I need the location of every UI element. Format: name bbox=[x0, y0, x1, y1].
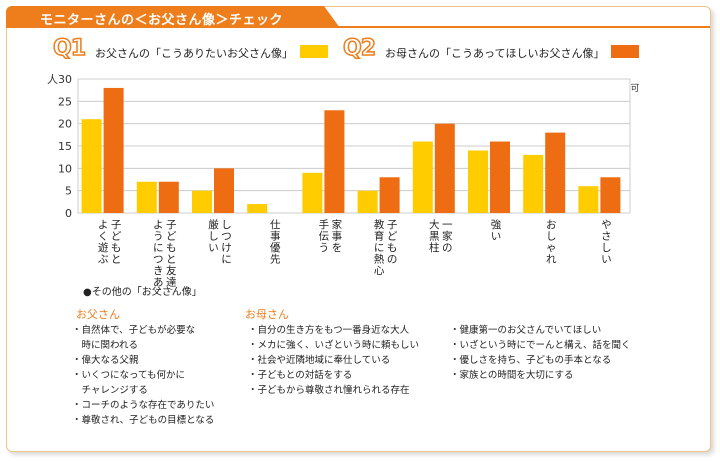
list-item: ・いくつになっても何かに チャレンジする bbox=[72, 370, 186, 396]
x-tick-label: 手伝う bbox=[319, 218, 330, 254]
list-item: ・コーチのような存在でありたい bbox=[72, 400, 215, 411]
father-heading: お父さん bbox=[76, 308, 120, 321]
y-tick-label: 10 bbox=[58, 162, 72, 175]
list-item: ・尊敬され、子どもの目標となる bbox=[72, 415, 215, 426]
mother-list-left: ・自分の生き方をもつ一番身近な大人 ・メカに強く、いざという時に頼もしい ・社会や近… bbox=[248, 323, 419, 398]
list-item: ・優しさを持ち、子どもの手本となる bbox=[450, 355, 612, 366]
father-list: ・自然体で、子どもが必要な 時に関われる・偉大なる父親・いくつになっても何かに … bbox=[72, 323, 214, 428]
list-item: ・子どもから尊敬され憧れられる存在 bbox=[248, 385, 410, 396]
bar-q1 bbox=[247, 204, 268, 213]
list-item: ・健康第一のお父さんでいてほしい bbox=[450, 325, 602, 336]
q1-swatch bbox=[300, 45, 328, 58]
bar-q2 bbox=[379, 177, 400, 213]
bar-q1 bbox=[81, 119, 102, 213]
bar-q1 bbox=[136, 181, 157, 213]
y-tick-label: 20 bbox=[58, 118, 72, 131]
page-title: モニターさんの＜お父さん像＞チェック bbox=[40, 13, 284, 28]
bar-q1 bbox=[302, 172, 323, 213]
list-item: ・メカに強く、いざという時に頼もしい bbox=[248, 340, 420, 351]
bar-q1 bbox=[192, 190, 212, 213]
bar-q2 bbox=[103, 87, 124, 213]
list-item: ・偉大なる父親 bbox=[72, 355, 139, 366]
y-tick-label: 15 bbox=[58, 140, 72, 153]
mother-heading: お母さん bbox=[245, 308, 289, 321]
bar-q2 bbox=[214, 168, 234, 213]
x-tick-label: おしゃれ bbox=[546, 219, 557, 266]
bar-q1 bbox=[468, 150, 488, 213]
list-item: ・自分の生き方をもつ一番身近な大人 bbox=[248, 325, 410, 336]
q1-text: お父さんの「こうありたいお父さん像」 bbox=[95, 47, 293, 60]
x-tick-label: やさしい bbox=[601, 219, 612, 266]
x-tick-label: ようにつきあう bbox=[153, 219, 164, 290]
bar-q1 bbox=[523, 154, 544, 213]
bar-q2 bbox=[490, 141, 510, 213]
q2-text: お母さんの「こうあってほしいお父さん像」 bbox=[385, 47, 605, 60]
list-item: ・いざという時にでーんと構え、話を聞く bbox=[450, 340, 631, 351]
x-tick-label: 仕事優先 bbox=[270, 218, 281, 266]
y-tick-label: 25 bbox=[58, 95, 72, 108]
bar-q1 bbox=[578, 186, 599, 213]
bar-q2 bbox=[600, 177, 621, 213]
q2-swatch bbox=[611, 45, 639, 58]
list-item: ・社会や近隣地域に奉仕している bbox=[248, 355, 391, 366]
list-item: ・子どもとの対話をする bbox=[248, 370, 353, 381]
y-tick-label: 5 bbox=[65, 185, 72, 198]
x-tick-label: 家事を bbox=[332, 218, 343, 254]
bar-q1 bbox=[357, 190, 378, 213]
x-tick-label: 大黒柱 bbox=[429, 218, 440, 254]
title-banner: モニターさんの＜お父さん像＞チェック bbox=[6, 6, 340, 28]
list-item: ・家族との時間を大切にする bbox=[450, 370, 574, 381]
x-tick-label: よく遊ぶ bbox=[98, 219, 109, 266]
x-tick-label: 子どもと bbox=[111, 219, 122, 266]
bar-q2 bbox=[545, 132, 566, 213]
x-tick-label: 厳しい bbox=[208, 218, 219, 254]
y-axis-label: 人 bbox=[47, 73, 58, 86]
bar-q1 bbox=[412, 141, 433, 213]
x-tick-label: 子どもの bbox=[387, 219, 398, 266]
mother-list-right: ・健康第一のお父さんでいてほしい・いざという時にでーんと構え、話を聞く ・優しさを… bbox=[450, 323, 631, 383]
title-rule bbox=[6, 26, 710, 28]
x-tick-label: しつけに bbox=[221, 219, 232, 266]
others-title: ●その他の「お父さん像」 bbox=[83, 287, 202, 298]
q2-label: Q2 bbox=[342, 35, 377, 62]
list-item: ・自然体で、子どもが必要な 時に関われる bbox=[72, 325, 196, 351]
y-tick-label: 0 bbox=[65, 207, 72, 220]
bar-q2 bbox=[158, 181, 179, 213]
bar-q2 bbox=[324, 110, 345, 213]
x-tick-label: 教育に熱心 bbox=[374, 218, 385, 277]
x-tick-label: 強い bbox=[491, 218, 502, 243]
bar-q2 bbox=[434, 123, 455, 213]
x-tick-label: 一家の bbox=[442, 219, 453, 254]
q1-label: Q1 bbox=[52, 35, 87, 62]
x-tick-label: 子どもと友達の bbox=[166, 219, 177, 290]
y-tick-label: 30 bbox=[58, 73, 72, 86]
